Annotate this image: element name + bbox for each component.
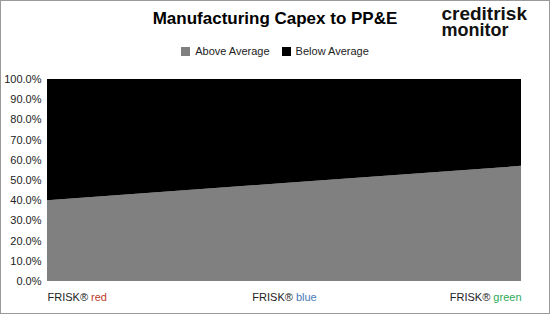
html-text:monitor: monitor [441,20,509,40]
html-text:creditrisk: creditrisk [441,3,527,24]
html-text:Manufacturing Capex to PP&E: Manufacturing Capex to PP&E [152,9,398,28]
html-text:Above Average: Above Average [195,45,270,57]
html-text:Below Average: Below Average [295,45,369,57]
svg-text:30.0%: 30.0% [10,214,41,226]
svg-text:0.0%: 0.0% [16,275,41,287]
svg-text:100.0%: 100.0% [4,73,42,85]
svg-text:80.0%: 80.0% [10,113,41,125]
svg-text:FRISK® green: FRISK® green [450,291,522,303]
svg-text:50.0%: 50.0% [10,174,41,186]
svg-text:90.0%: 90.0% [10,93,41,105]
svg-text:FRISK® red: FRISK® red [48,291,107,303]
svg-text:40.0%: 40.0% [10,194,41,206]
svg-text:10.0%: 10.0% [10,255,41,267]
svg-text:60.0%: 60.0% [10,154,41,166]
svg-text:FRISK® blue: FRISK® blue [252,291,316,303]
svg-text:20.0%: 20.0% [10,235,41,247]
svg-text:70.0%: 70.0% [10,134,41,146]
